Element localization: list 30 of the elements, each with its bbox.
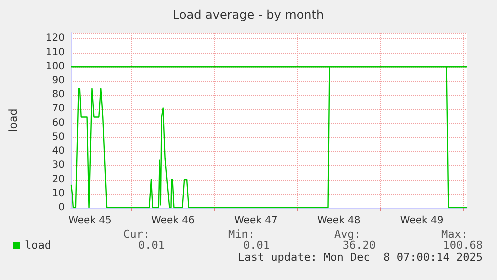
y-tick-label: 40 <box>52 146 65 158</box>
text: Last update: Mon Dec 8 07:00:14 2025 <box>238 251 484 264</box>
text: 0.01 <box>244 239 270 252</box>
y-tick-label: 0 <box>58 202 65 214</box>
y-tick-label: 30 <box>52 160 65 172</box>
y-tick-label: 20 <box>52 174 65 186</box>
y-tick-label: 120 <box>46 33 65 44</box>
x-tick-label: Week 47 <box>234 216 278 226</box>
y-tick-label: 70 <box>52 104 65 115</box>
y-tick-label: 100 <box>46 61 65 72</box>
text: Cur: <box>124 228 150 241</box>
text: 36.20 <box>342 239 376 252</box>
text: 0.01 <box>138 239 166 252</box>
y-tick-label: 110 <box>46 47 65 58</box>
x-tick-label: Week 48 <box>317 216 361 226</box>
text: Min: <box>228 228 256 241</box>
y-axis-title: load <box>7 108 20 132</box>
y-tick-label: 60 <box>52 118 65 129</box>
x-tick-label: Week 49 <box>400 216 444 226</box>
y-tick-label: 90 <box>52 75 65 86</box>
text: 100.68 <box>443 239 484 252</box>
legend-label: load <box>25 239 52 252</box>
y-tick-label: 80 <box>52 90 65 101</box>
y-tick-label: 10 <box>52 188 65 200</box>
x-tick-label: Week 46 <box>152 216 195 226</box>
y-tick-label: 50 <box>52 132 65 143</box>
text: Avg: <box>334 228 362 241</box>
chart-title: Load average - by month <box>172 8 324 22</box>
text: Max: <box>442 228 468 241</box>
x-tick-label: Week 45 <box>68 216 112 226</box>
